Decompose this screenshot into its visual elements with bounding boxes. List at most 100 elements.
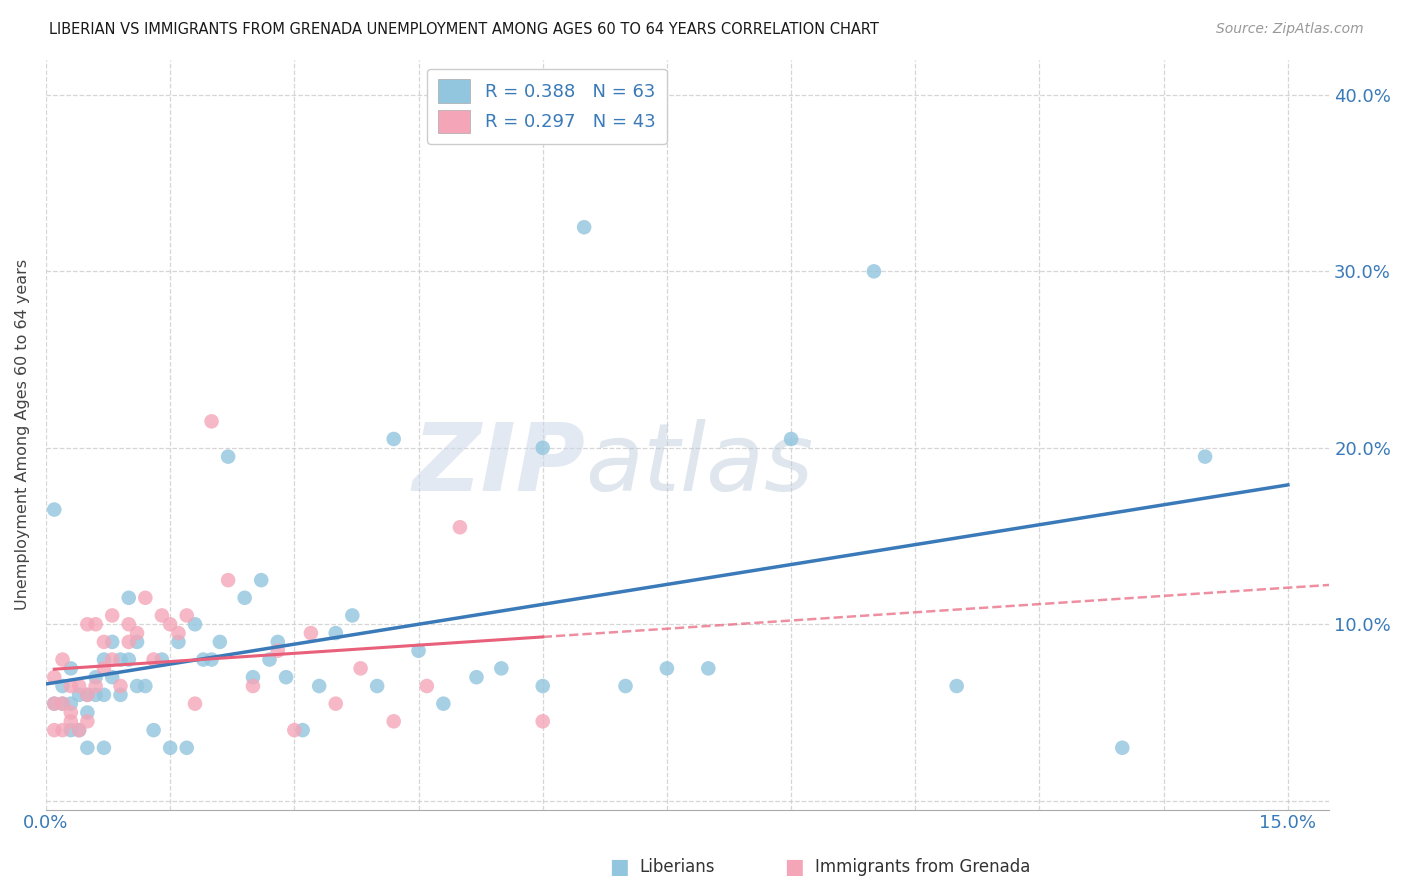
Text: LIBERIAN VS IMMIGRANTS FROM GRENADA UNEMPLOYMENT AMONG AGES 60 TO 64 YEARS CORRE: LIBERIAN VS IMMIGRANTS FROM GRENADA UNEM… — [49, 22, 879, 37]
Point — [614, 679, 637, 693]
Point — [44, 697, 66, 711]
Point — [250, 573, 273, 587]
Text: atlas: atlas — [585, 419, 813, 510]
Point — [134, 591, 156, 605]
Point — [67, 688, 90, 702]
Point — [267, 635, 290, 649]
Point — [76, 706, 98, 720]
Point — [150, 608, 173, 623]
Point — [308, 679, 330, 693]
Point — [76, 740, 98, 755]
Point — [93, 688, 115, 702]
Point — [780, 432, 803, 446]
Text: Immigrants from Grenada: Immigrants from Grenada — [815, 858, 1031, 876]
Point — [76, 688, 98, 702]
Point — [267, 644, 290, 658]
Text: Source: ZipAtlas.com: Source: ZipAtlas.com — [1216, 22, 1364, 37]
Point — [125, 679, 148, 693]
Point — [44, 502, 66, 516]
Point — [176, 740, 198, 755]
Point — [59, 679, 82, 693]
Point — [125, 635, 148, 649]
Point — [382, 432, 405, 446]
Point — [491, 661, 513, 675]
Text: ZIP: ZIP — [412, 418, 585, 510]
Point — [655, 661, 678, 675]
Point — [93, 635, 115, 649]
Point — [184, 617, 207, 632]
Point — [208, 635, 231, 649]
Point — [59, 723, 82, 738]
Point — [259, 652, 281, 666]
Point — [283, 723, 305, 738]
Point — [572, 220, 595, 235]
Point — [159, 617, 181, 632]
Point — [118, 591, 141, 605]
Point — [134, 679, 156, 693]
Point — [76, 714, 98, 729]
Legend: R = 0.388   N = 63, R = 0.297   N = 43: R = 0.388 N = 63, R = 0.297 N = 43 — [427, 69, 666, 144]
Point — [59, 706, 82, 720]
Point — [93, 652, 115, 666]
Point — [200, 652, 222, 666]
Point — [84, 670, 107, 684]
Point — [408, 644, 430, 658]
Y-axis label: Unemployment Among Ages 60 to 64 years: Unemployment Among Ages 60 to 64 years — [15, 259, 30, 610]
Point — [44, 697, 66, 711]
Point — [159, 740, 181, 755]
Point — [945, 679, 967, 693]
Point — [44, 670, 66, 684]
Point — [242, 679, 264, 693]
Point — [101, 652, 124, 666]
Point — [118, 652, 141, 666]
Point — [84, 688, 107, 702]
Point — [449, 520, 471, 534]
Point — [167, 635, 190, 649]
Point — [67, 723, 90, 738]
Point — [44, 723, 66, 738]
Point — [1111, 740, 1133, 755]
Point — [299, 626, 322, 640]
Point — [67, 679, 90, 693]
Point — [342, 608, 364, 623]
Point — [101, 670, 124, 684]
Point — [176, 608, 198, 623]
Point — [465, 670, 488, 684]
Point — [184, 697, 207, 711]
Point — [193, 652, 215, 666]
Point — [349, 661, 371, 675]
Point — [325, 697, 347, 711]
Point — [110, 679, 132, 693]
Point — [51, 697, 73, 711]
Point — [416, 679, 439, 693]
Point — [101, 608, 124, 623]
Point — [125, 626, 148, 640]
Point — [697, 661, 720, 675]
Point — [51, 652, 73, 666]
Point — [101, 635, 124, 649]
Point — [118, 635, 141, 649]
Point — [142, 652, 165, 666]
Point — [1194, 450, 1216, 464]
Point — [142, 723, 165, 738]
Point — [217, 573, 239, 587]
Point — [242, 670, 264, 684]
Point — [110, 688, 132, 702]
Point — [382, 714, 405, 729]
Point — [84, 679, 107, 693]
Point — [59, 714, 82, 729]
Point — [76, 688, 98, 702]
Point — [325, 626, 347, 640]
Point — [150, 652, 173, 666]
Point — [233, 591, 256, 605]
Text: ■: ■ — [785, 857, 804, 877]
Point — [84, 617, 107, 632]
Point — [93, 661, 115, 675]
Point — [863, 264, 886, 278]
Point — [51, 723, 73, 738]
Point — [51, 679, 73, 693]
Point — [59, 661, 82, 675]
Point — [51, 697, 73, 711]
Point — [59, 697, 82, 711]
Point — [200, 414, 222, 428]
